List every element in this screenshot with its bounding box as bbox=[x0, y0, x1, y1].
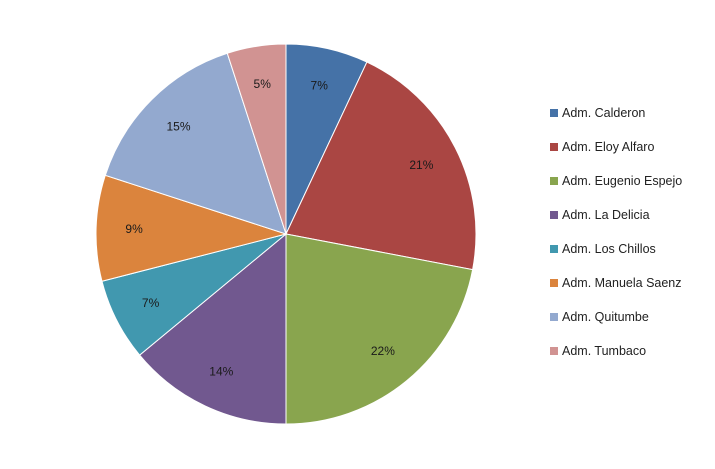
legend-label: Adm. Tumbaco bbox=[562, 344, 646, 358]
slice-percent-label: 14% bbox=[209, 365, 233, 379]
slice-percent-label: 7% bbox=[142, 296, 160, 310]
pie-slice bbox=[138, 232, 287, 425]
legend-label: Adm. Manuela Saenz bbox=[562, 276, 682, 290]
legend-swatch bbox=[550, 109, 558, 117]
slice-percent-label: 21% bbox=[409, 158, 433, 172]
legend-swatch bbox=[550, 279, 558, 287]
slice-percent-label: 7% bbox=[311, 79, 329, 93]
pie-slice bbox=[285, 233, 474, 425]
pie-slice bbox=[104, 52, 287, 235]
pie-slice bbox=[285, 61, 477, 271]
pie-slices bbox=[95, 43, 477, 425]
pie-slice bbox=[226, 43, 287, 235]
slice-percent-label: 5% bbox=[254, 77, 272, 91]
legend-label: Adm. Eugenio Espejo bbox=[562, 174, 682, 188]
legend: Adm. Calderon Adm. Eloy Alfaro Adm. Eugeni… bbox=[550, 106, 682, 358]
legend-swatch bbox=[550, 245, 558, 253]
percent-labels: 7% 21% 22% 14% 7% 9% 15% 5% bbox=[125, 77, 433, 379]
legend-label: Adm. Eloy Alfaro bbox=[562, 140, 654, 154]
legend-label: Adm. Los Chillos bbox=[562, 242, 656, 256]
slice-percent-label: 22% bbox=[371, 344, 395, 358]
pie-slice bbox=[95, 174, 288, 282]
legend-swatch bbox=[550, 143, 558, 151]
legend-swatch bbox=[550, 347, 558, 355]
slice-percent-label: 9% bbox=[125, 222, 143, 236]
legend-label: Adm. Quitumbe bbox=[562, 310, 649, 324]
slice-percent-label: 15% bbox=[166, 120, 190, 134]
legend-label: Adm. Calderon bbox=[562, 106, 645, 120]
legend-swatch bbox=[550, 177, 558, 185]
legend-label: Adm. La Delicia bbox=[562, 208, 650, 222]
legend-swatch bbox=[550, 211, 558, 219]
legend-swatch bbox=[550, 313, 558, 321]
